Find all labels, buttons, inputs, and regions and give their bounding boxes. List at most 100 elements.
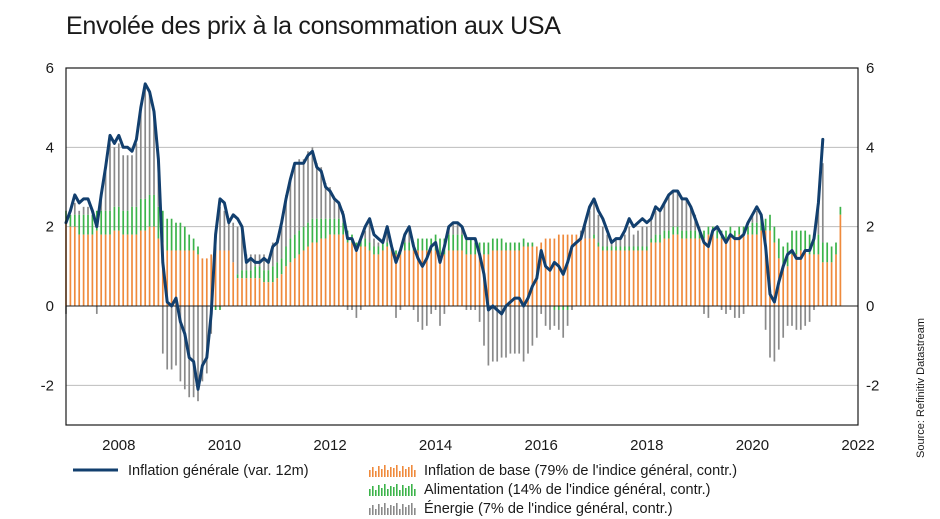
energy-bar: [289, 179, 292, 239]
core-bar: [579, 234, 582, 306]
legend-swatch-bar: [390, 467, 392, 477]
energy-bar: [439, 306, 441, 326]
energy-bar: [122, 155, 125, 211]
energy-bar: [557, 309, 560, 330]
energy-bar: [408, 230, 411, 243]
legend-swatch-bar: [378, 485, 380, 496]
core-bar: [78, 234, 81, 306]
food-bar: [469, 238, 472, 255]
energy-bar: [813, 306, 815, 310]
core-bar: [311, 242, 314, 306]
core-bar: [637, 250, 639, 306]
x-tick-label: 2016: [525, 437, 558, 454]
food-bar: [421, 238, 424, 251]
core-bar: [615, 250, 617, 306]
core-bar: [795, 254, 798, 306]
core-bar: [408, 250, 411, 306]
core-bar: [324, 238, 327, 306]
energy-bar: [113, 147, 116, 207]
food-bar: [144, 198, 147, 231]
energy-bar: [139, 111, 142, 199]
x-tick-label: 2018: [630, 437, 663, 454]
legend-swatch-bar: [408, 467, 410, 477]
food-bar: [826, 242, 829, 263]
food-bar: [179, 222, 182, 251]
legend-swatch-bar: [414, 508, 416, 515]
legend-swatch-bar: [381, 469, 383, 477]
energy-bar: [236, 226, 239, 275]
core-bar: [755, 234, 758, 306]
food-bar: [522, 238, 525, 247]
food-bar: [773, 226, 776, 243]
food-bar: [135, 206, 138, 235]
food-bar: [817, 234, 820, 255]
energy-bar: [95, 306, 98, 314]
core-bar: [610, 250, 613, 306]
food-bar: [738, 226, 741, 235]
food-bar: [830, 246, 833, 263]
core-bar: [434, 250, 437, 306]
energy-bar: [469, 306, 472, 310]
core-bar: [478, 254, 481, 306]
food-bar: [302, 226, 305, 251]
core-bar: [487, 254, 490, 306]
energy-bar: [667, 194, 670, 231]
core-bar: [201, 258, 204, 306]
energy-bar: [509, 306, 512, 354]
legend-swatch-bar: [372, 505, 374, 515]
energy-bar: [364, 230, 367, 239]
food-bar: [689, 230, 692, 239]
energy-bar: [197, 306, 199, 402]
food-bar: [782, 246, 785, 267]
core-bar: [606, 250, 609, 306]
energy-bar: [676, 190, 679, 227]
core-bar: [703, 238, 705, 306]
food-bar: [474, 242, 477, 255]
core-bar: [804, 250, 807, 306]
food-bar: [623, 246, 626, 251]
core-bar: [91, 234, 94, 306]
food-bar: [417, 238, 419, 251]
food-bar: [263, 270, 265, 283]
core-bar: [817, 254, 820, 306]
energy-bar: [377, 242, 380, 247]
core-bars: [65, 214, 842, 306]
legend-swatch-bar: [396, 484, 398, 496]
core-bar: [509, 250, 512, 306]
food-bar: [276, 262, 279, 279]
legend: Inflation générale (var. 12m) Inflation …: [73, 463, 737, 517]
core-bar: [276, 278, 279, 306]
energy-bar: [373, 238, 375, 247]
core-bar: [293, 258, 296, 306]
x-tick-label: 2008: [102, 437, 135, 454]
core-bar: [113, 230, 116, 306]
legend-swatch-bar: [378, 504, 380, 515]
food-bar: [703, 230, 705, 239]
core-bar: [654, 242, 657, 306]
food-bar: [795, 230, 798, 255]
core-bar: [760, 230, 763, 306]
core-bar: [826, 262, 829, 306]
energy-bar: [131, 155, 133, 207]
energy-bar: [527, 306, 529, 354]
core-bar: [302, 250, 305, 306]
core-bar: [707, 234, 710, 306]
legend-swatch-bar: [393, 468, 395, 477]
y-tick-label-right: 4: [866, 139, 874, 156]
legend-swatch-bar: [414, 470, 416, 477]
food-bar: [157, 206, 160, 239]
energy-bar: [733, 306, 736, 318]
core-bar: [544, 238, 547, 306]
core-bar: [689, 238, 692, 306]
core-bar: [632, 250, 635, 306]
core-bar: [571, 234, 573, 306]
x-tick-label: 2022: [841, 437, 874, 454]
energy-bar: [681, 198, 683, 231]
core-bar: [681, 238, 683, 306]
core-bar: [769, 230, 771, 306]
food-bar: [593, 234, 595, 239]
y-tick-label-left: 2: [46, 219, 54, 236]
food-bar: [254, 266, 257, 279]
food-bar: [197, 246, 199, 255]
food-bar: [764, 218, 767, 231]
